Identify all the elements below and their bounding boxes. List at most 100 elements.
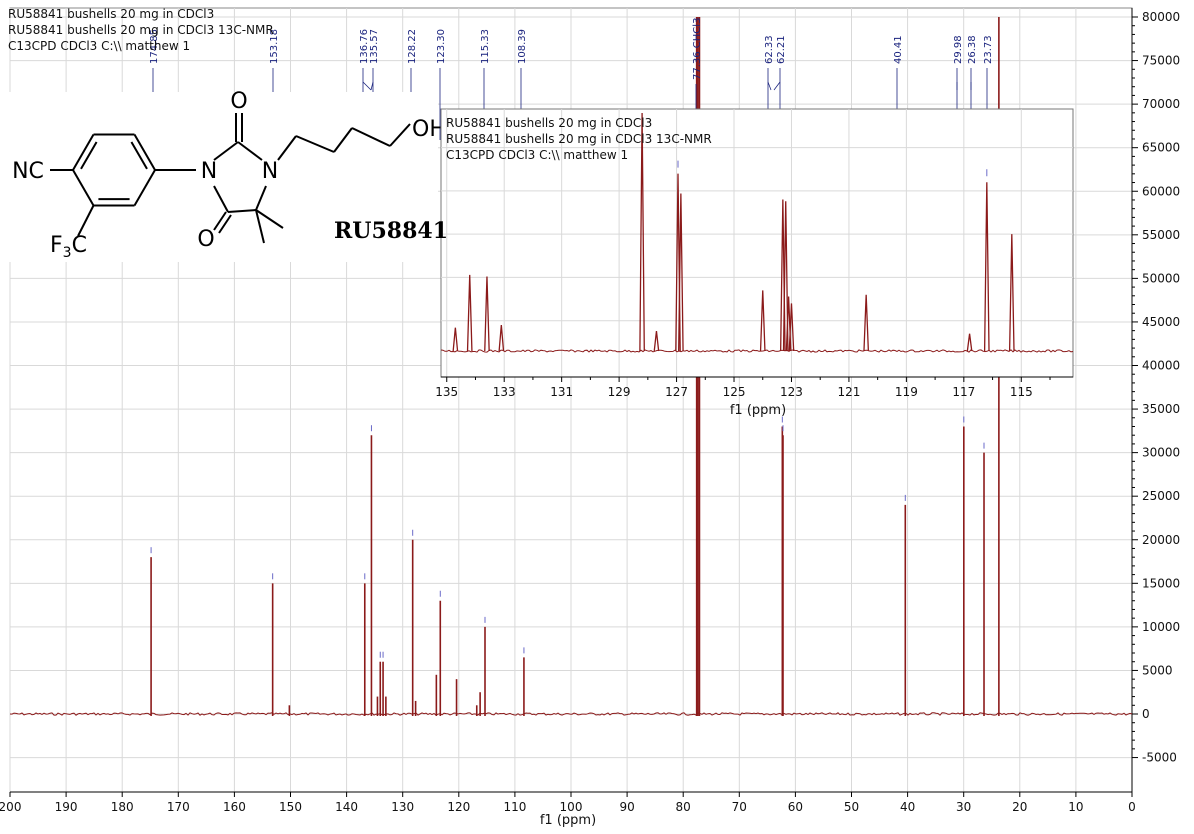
x-tick-label: 100 (560, 800, 583, 814)
y-tick-label: -5000 (1142, 751, 1177, 765)
ring5-bond (237, 141, 263, 161)
ring-bond (133, 133, 156, 171)
peak-label-text: 62.21 (776, 35, 787, 64)
inset-peak (639, 112, 645, 352)
peak-label-text: 115.33 (480, 29, 491, 64)
x-tick-label: 160 (223, 800, 246, 814)
x-tick-label: 20 (1012, 800, 1027, 814)
y-tick-label: 60000 (1142, 184, 1180, 198)
y-tick-label: 10000 (1142, 620, 1180, 634)
inset-peak (782, 201, 789, 352)
inset-x-tick-label: 127 (665, 385, 688, 399)
chain-bond (333, 127, 353, 153)
peak-label-text: 136.76 (359, 29, 370, 64)
x-tick-label: 180 (111, 800, 134, 814)
y-tick-label: 20000 (1142, 533, 1180, 547)
inset-peak (653, 331, 660, 352)
inset-frame (440, 108, 1074, 378)
inset-peak (1008, 234, 1015, 352)
inset-x-tick-label: 125 (723, 385, 746, 399)
inset-x-tick-label: 123 (780, 385, 803, 399)
n3-label: N (262, 159, 278, 184)
header-line: RU58841 bushells 20 mg in CDCl3 (8, 7, 215, 21)
peak-label-text: 153.18 (269, 29, 280, 64)
ring-double-bond (80, 141, 98, 170)
chain-bond (295, 135, 335, 153)
peak-label-text: 174.85 (149, 29, 160, 64)
ring-bond (72, 169, 95, 207)
x-tick-label: 50 (844, 800, 859, 814)
inset-x-tick-label: 121 (837, 385, 860, 399)
inset-header-line: RU58841 bushells 20 mg in CDCl3 13C-NMR (446, 132, 712, 146)
x-axis-label: f1 (ppm) (540, 813, 596, 828)
n1-label: N (201, 159, 217, 184)
x-tick-label: 70 (732, 800, 747, 814)
inset-x-tick-label: 131 (550, 385, 573, 399)
inset-x-axis-label: f1 (ppm) (730, 403, 786, 418)
inset-header-line: C13CPD CDCl3 C:\\ matthew 1 (446, 148, 629, 162)
peak-label: 123.30 (436, 29, 447, 140)
carbonyl-bond (213, 211, 227, 231)
y-tick-label: 30000 (1142, 446, 1180, 460)
x-tick-label: 170 (167, 800, 190, 814)
inset-x-tick-label: 115 (1010, 385, 1033, 399)
inset-peak (678, 193, 684, 352)
inset-x-tick-label: 133 (493, 385, 516, 399)
chain-bond (277, 135, 297, 161)
inset-header: RU58841 bushells 20 mg in CDCl3 RU58841 b… (446, 115, 712, 163)
y-tick-label: 65000 (1142, 141, 1180, 155)
x-tick-label: 60 (788, 800, 803, 814)
inset-x-tick-label: 117 (952, 385, 975, 399)
peak-label-text: 29.98 (953, 35, 964, 64)
cf3-bond (77, 205, 95, 237)
y-tick-label: 25000 (1142, 489, 1180, 503)
inset-plot: 135 133 131 129 127 125 123 121 119 117 115 (435, 108, 1074, 399)
y-tick-label: 75000 (1142, 54, 1180, 68)
peak-label-text: 135.57 (369, 29, 380, 64)
ring5-bond (255, 185, 267, 211)
inset-baseline (440, 349, 1074, 353)
x-tick-label: 140 (335, 800, 358, 814)
cf3-label: F3C (50, 233, 87, 261)
spectrum-baseline (9, 712, 1133, 716)
inset-x-tick-label: 129 (608, 385, 631, 399)
inset-peak (484, 276, 490, 352)
ring5-bond (227, 209, 257, 213)
peak-label-text: 26.38 (967, 35, 978, 64)
molecule-name: RU58841 (334, 218, 449, 244)
x-tick-label: 130 (391, 800, 414, 814)
x-tick-label: 0 (1128, 800, 1136, 814)
ring5-bond (213, 185, 229, 213)
y-tick-label: 45000 (1142, 315, 1180, 329)
nitrile-label: NC (12, 159, 44, 184)
o-top-label: O (230, 89, 247, 114)
peak-label-connector (773, 81, 781, 91)
main-ticks: 200 190 180 170 160 150 140 130 120 110 100 90 80 70 6… (0, 8, 1180, 814)
y-tick-label: 55000 (1142, 228, 1180, 242)
inset-peak (466, 274, 473, 352)
carbonyl-bond (218, 214, 232, 234)
inset-peak (788, 303, 795, 352)
peak-label-text: 123.30 (436, 29, 447, 64)
x-tick-label: 10 (1068, 800, 1083, 814)
x-tick-label: 190 (55, 800, 78, 814)
ring-bond (72, 133, 95, 171)
methyl-bond (255, 209, 284, 229)
spectrum-header: RU58841 bushells 20 mg in CDCl3 RU58841 b… (8, 6, 274, 54)
inset-peak (452, 327, 459, 352)
inset-header-line: RU58841 bushells 20 mg in CDCl3 (446, 116, 653, 130)
oh-label: OH (412, 117, 446, 142)
inset-x-tick-label: 135 (435, 385, 458, 399)
x-tick-label: 40 (900, 800, 915, 814)
peak-label-text: 77.36 CHCl3 (692, 18, 703, 80)
peak-label-connector (370, 81, 374, 91)
y-tick-label: 40000 (1142, 359, 1180, 373)
y-tick-label: 5000 (1142, 663, 1173, 677)
inset-x-tick-label: 119 (895, 385, 918, 399)
inset-peak (966, 333, 973, 352)
chain-bond (389, 123, 411, 147)
molecule-structure: NC F3C N O O N OH (8, 89, 446, 262)
peak-label-connector (767, 81, 772, 91)
